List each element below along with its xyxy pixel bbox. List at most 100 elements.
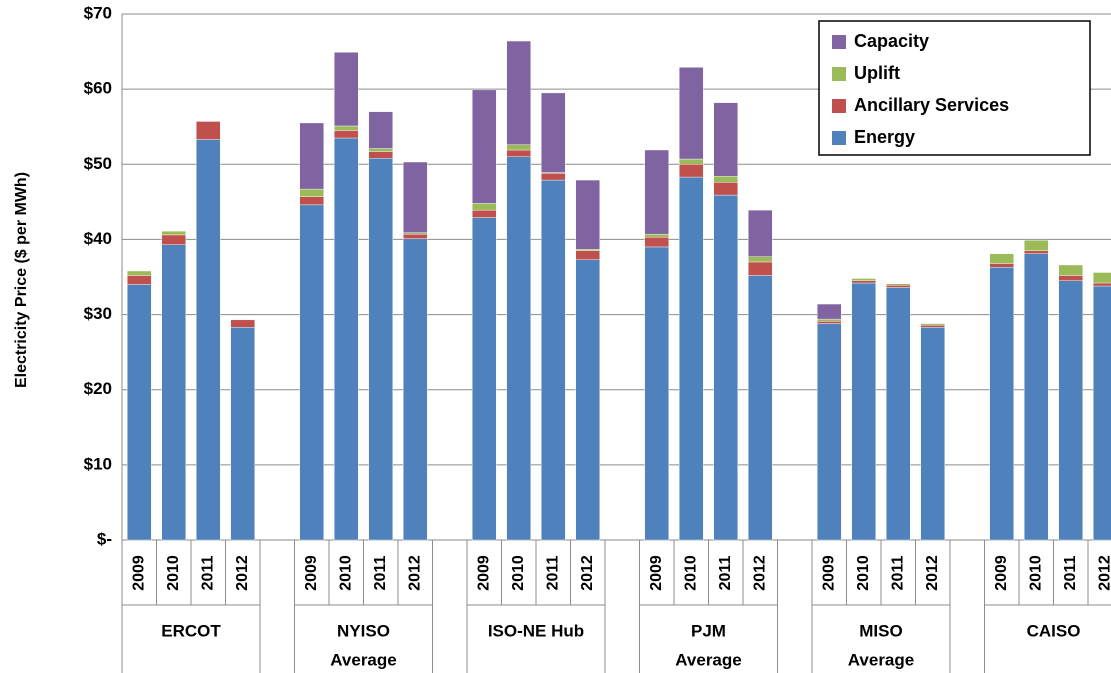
bar-segment — [403, 232, 428, 235]
bar-segment — [403, 238, 428, 541]
bar-segment — [920, 323, 945, 326]
bar-segment — [748, 256, 773, 263]
bar-segment — [127, 275, 152, 285]
x-tick-label: 2011 — [372, 556, 389, 591]
bar-segment — [196, 139, 221, 541]
x-tick-label: 2010 — [510, 555, 527, 591]
bar-segment — [1058, 275, 1083, 281]
bar-segment — [989, 263, 1014, 268]
bar-segment — [506, 40, 531, 145]
bar-segment — [679, 164, 704, 178]
bar-segment — [748, 209, 773, 257]
y-tick-label: $50 — [84, 154, 112, 173]
bar-segment — [644, 246, 669, 541]
legend-swatch — [832, 67, 846, 81]
y-axis-label: Electricity Price ($ per MWh) — [13, 172, 30, 388]
legend-label: Capacity — [854, 31, 929, 51]
y-tick-label: $40 — [84, 229, 112, 248]
bar-segment — [472, 209, 497, 218]
x-tick-label: 2009 — [820, 555, 837, 591]
bar-segment — [368, 111, 393, 149]
y-tick-label: $60 — [84, 79, 112, 98]
x-tick-label: 2009 — [993, 555, 1010, 591]
bar-segment — [886, 287, 911, 541]
x-tick-label: 2009 — [130, 555, 147, 591]
group-label: Average — [848, 650, 914, 669]
bar-segment — [403, 161, 428, 233]
bar-segment — [1058, 264, 1083, 276]
bar-segment — [196, 121, 221, 140]
x-tick-label: 2012 — [751, 555, 768, 591]
x-tick-label: 2010 — [165, 555, 182, 591]
bar-segment — [817, 318, 842, 322]
bar-segment — [161, 244, 186, 541]
legend-label: Ancillary Services — [854, 95, 1009, 115]
x-tick-label: 2010 — [1027, 555, 1044, 591]
x-tick-label: 2011 — [1062, 556, 1079, 591]
bar-segment — [748, 275, 773, 541]
y-tick-label: $20 — [84, 379, 112, 398]
bar-segment — [644, 149, 669, 235]
legend-swatch — [832, 35, 846, 49]
bar-segment — [886, 283, 911, 286]
bar-segment — [403, 233, 428, 239]
bar-segment — [368, 148, 393, 152]
bar-segment — [1093, 285, 1111, 541]
bar-segment — [299, 196, 324, 206]
legend-label: Energy — [854, 127, 915, 147]
bar-segment — [851, 280, 876, 284]
bar-segment — [506, 144, 531, 151]
bar-segment — [334, 137, 359, 541]
bar-segment — [713, 182, 738, 196]
bar-segment — [713, 176, 738, 183]
bar-segment — [817, 321, 842, 324]
bar-segment — [541, 179, 566, 541]
bar-segment — [1093, 282, 1111, 287]
x-tick-label: 2012 — [579, 555, 596, 591]
bar-segment — [886, 285, 911, 288]
bar-segment — [127, 270, 152, 276]
bar-segment — [644, 233, 669, 238]
bar-segment — [541, 92, 566, 173]
bar-segment — [575, 248, 600, 251]
bar-segment — [472, 203, 497, 211]
bar-segment — [161, 230, 186, 236]
bar-segment — [472, 217, 497, 541]
bar-segment — [334, 52, 359, 127]
bar-segment — [817, 303, 842, 320]
x-tick-label: 2012 — [406, 555, 423, 591]
legend-swatch — [832, 131, 846, 145]
bar-segment — [575, 179, 600, 250]
bar-segment — [575, 259, 600, 541]
bar-segment — [127, 284, 152, 541]
group-label: Average — [330, 650, 396, 669]
bar-segment — [541, 173, 566, 181]
bar-segment — [1024, 250, 1049, 254]
legend-swatch — [832, 99, 846, 113]
bar-segment — [299, 204, 324, 541]
bar-segment — [920, 327, 945, 541]
group-label: PJM — [691, 621, 726, 640]
x-tick-label: 2010 — [337, 555, 354, 591]
x-tick-label: 2009 — [648, 555, 665, 591]
bar-segment — [644, 236, 669, 248]
y-tick-label: $10 — [84, 454, 112, 473]
x-tick-label: 2012 — [924, 555, 941, 591]
bar-segment — [506, 149, 531, 157]
bar-segment — [851, 282, 876, 541]
group-label: ISO-NE Hub — [488, 621, 584, 640]
x-tick-label: 2011 — [544, 556, 561, 591]
bar-segment — [472, 89, 497, 204]
bar-segment — [368, 158, 393, 541]
bar-segment — [817, 323, 842, 541]
bar-segment — [713, 102, 738, 177]
bar-segment — [679, 67, 704, 160]
y-tick-label: $70 — [84, 3, 112, 22]
bar-segment — [1058, 280, 1083, 541]
bar-segment — [1024, 253, 1049, 541]
bar-segment — [334, 130, 359, 139]
bar-segment — [299, 188, 324, 197]
legend-label: Uplift — [854, 63, 900, 83]
bar-segment — [230, 327, 255, 541]
